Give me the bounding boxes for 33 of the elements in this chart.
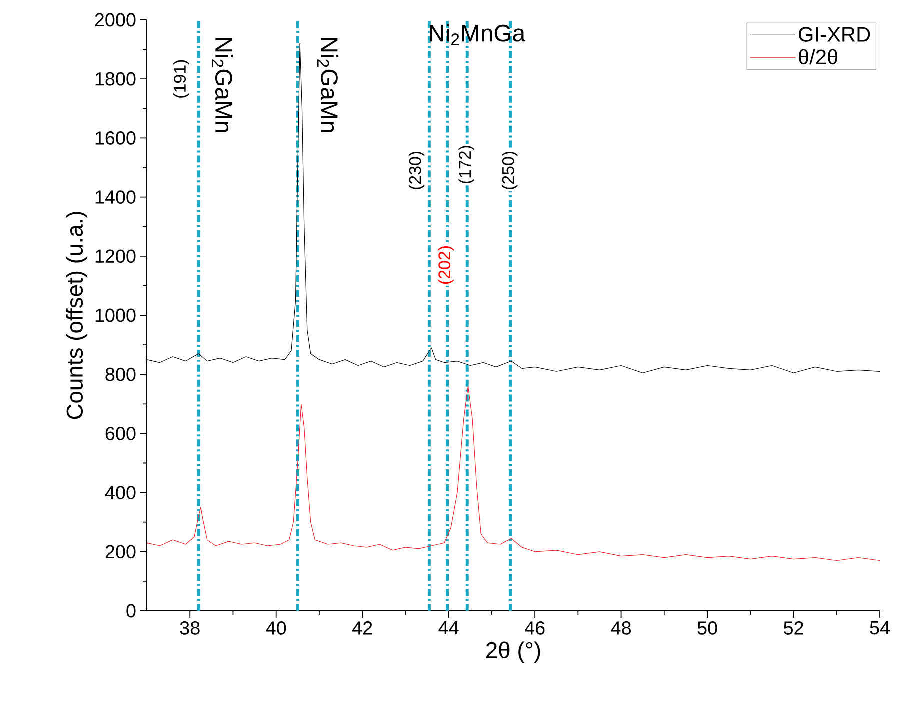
annotation: (172) <box>458 146 474 184</box>
x-tick-label: 44 <box>438 622 459 635</box>
y-tick-label: 600 <box>106 426 136 440</box>
annotation: (230) <box>408 152 425 190</box>
y-tick-label: 1400 <box>96 190 136 204</box>
annotation: (191) <box>174 60 190 98</box>
x-tick-label: 54 <box>870 622 890 635</box>
y-tick-label: 400 <box>105 486 136 500</box>
annotation: Ni$_{2}$GaMn <box>212 38 234 132</box>
annotation: Ni$_{2}$GaMn <box>318 38 339 132</box>
x-tick-label: 52 <box>784 621 804 635</box>
x-tick-label: 38 <box>180 621 200 635</box>
y-tick-label: 1800 <box>96 72 136 86</box>
annotation: Ni$_{2}$MnGa <box>430 24 526 46</box>
y-tick-label: 2000 <box>95 13 136 27</box>
annotation: (202) <box>438 246 454 284</box>
x-tick-label: 50 <box>698 621 718 635</box>
x-axis-title: 2θ (°) <box>486 642 540 664</box>
y-tick-label: 1000 <box>96 308 136 322</box>
legend-label: GI-XRD <box>798 27 870 42</box>
y-tick-label: 200 <box>106 545 136 559</box>
y-axis-title: Counts (offset) (u.a.) <box>66 212 88 420</box>
x-tick-label: 48 <box>611 621 631 635</box>
legend-label: θ/2θ <box>799 49 838 65</box>
line-series <box>146 386 880 562</box>
y-tick-label: 1600 <box>96 131 136 145</box>
x-tick-label: 40 <box>266 621 286 635</box>
annotation: (250) <box>502 152 518 190</box>
y-tick-label: 0 <box>126 604 136 618</box>
y-tick-label: 800 <box>106 368 136 382</box>
y-tick-label: 1200 <box>96 250 136 264</box>
x-tick-label: 46 <box>524 621 545 635</box>
x-tick-label: 42 <box>352 621 372 635</box>
